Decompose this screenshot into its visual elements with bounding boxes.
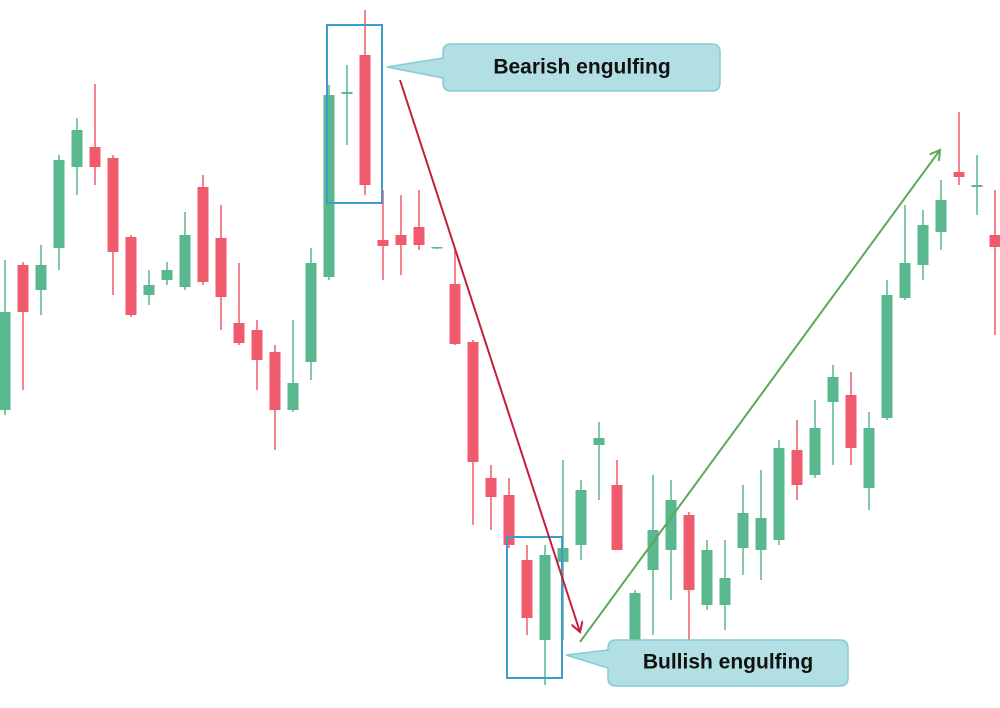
candle-body: [467, 342, 479, 462]
candle-body: [791, 450, 803, 485]
callout-text: Bearish engulfing: [493, 56, 670, 79]
candle-body: [359, 55, 371, 185]
callout: Bearish engulfing: [386, 43, 721, 92]
candle-body: [935, 200, 947, 232]
candle-body: [125, 237, 137, 315]
candle-body: [89, 147, 101, 167]
candle-body: [161, 270, 173, 280]
candle-body: [341, 92, 353, 94]
candle-body: [863, 428, 875, 488]
candle-body: [971, 185, 983, 187]
candle-body: [449, 284, 461, 344]
candle-body: [845, 395, 857, 448]
candle-body: [143, 285, 155, 295]
callout-shape: [565, 639, 849, 687]
candle-body: [575, 490, 587, 545]
trend-arrow: [579, 150, 940, 643]
candle-body: [953, 172, 965, 177]
candle-body: [17, 265, 29, 312]
highlight-box: [506, 536, 563, 679]
candle-body: [233, 323, 245, 343]
candle-body: [737, 513, 749, 548]
candle-body: [611, 485, 623, 550]
candle-body: [71, 130, 83, 167]
candle-body: [503, 495, 515, 545]
trend-arrow: [399, 79, 580, 632]
highlight-box: [326, 24, 383, 204]
candle-body: [629, 593, 641, 640]
candle-body: [287, 383, 299, 410]
candle-body: [179, 235, 191, 287]
candle-body: [413, 227, 425, 245]
candle-body: [53, 160, 65, 248]
candle-body: [899, 263, 911, 298]
candle-body: [521, 560, 533, 618]
callout-shape: [386, 43, 721, 92]
candle-body: [683, 515, 695, 590]
candle-body: [395, 235, 407, 245]
candle-body: [0, 312, 11, 410]
candle-body: [431, 247, 443, 249]
candles: [0, 10, 1000, 685]
callout-text: Bullish engulfing: [643, 651, 813, 674]
candle-body: [917, 225, 929, 265]
candle-body: [827, 377, 839, 402]
candle-body: [647, 530, 659, 570]
candle-body: [305, 263, 317, 362]
candle-body: [755, 518, 767, 550]
candle-body: [539, 555, 551, 640]
candle-body: [809, 428, 821, 475]
candle-body: [773, 448, 785, 540]
candle-body: [197, 187, 209, 282]
candle-body: [269, 352, 281, 410]
candle-body: [665, 500, 677, 550]
candle-body: [485, 478, 497, 497]
candle-body: [701, 550, 713, 605]
candle-body: [323, 95, 335, 277]
candle-body: [989, 235, 1000, 247]
candle-body: [377, 240, 389, 246]
candle-body: [719, 578, 731, 605]
candle-body: [35, 265, 47, 290]
candle-body: [215, 238, 227, 297]
candle-body: [881, 295, 893, 418]
candle-body: [107, 158, 119, 252]
candle-body: [593, 438, 605, 445]
candle-body: [251, 330, 263, 360]
callout: Bullish engulfing: [565, 639, 849, 687]
